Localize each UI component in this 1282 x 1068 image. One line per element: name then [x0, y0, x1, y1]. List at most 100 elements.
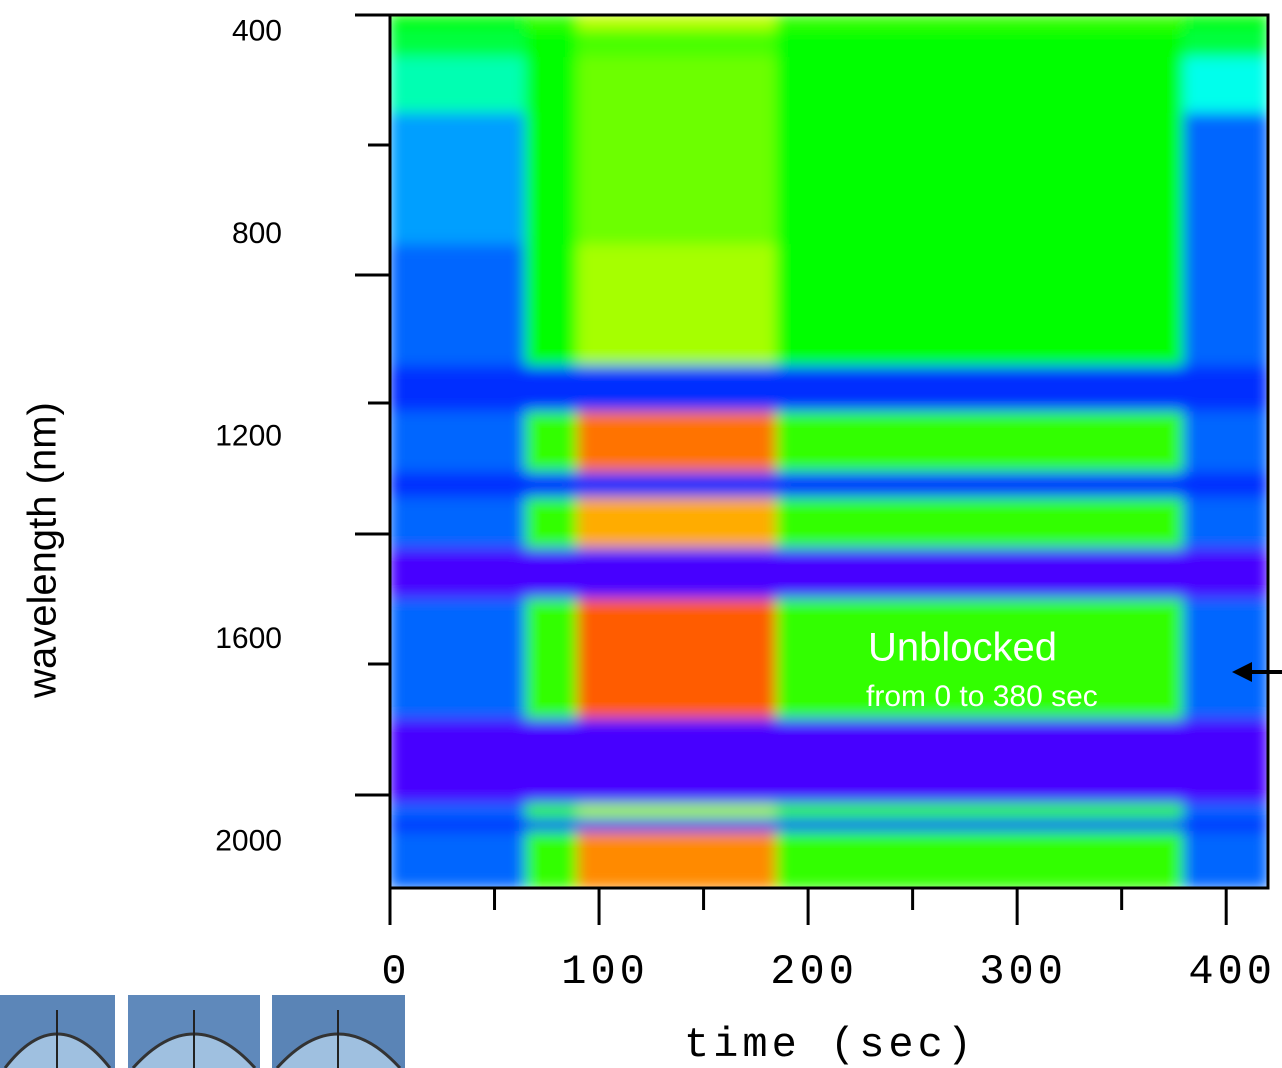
heatmap-cell [524, 803, 580, 821]
heatmap-cell [775, 365, 1186, 414]
heatmap-cell [524, 598, 580, 721]
heatmap-cell [775, 831, 1186, 888]
y-tick-label: 2000 [215, 824, 282, 857]
y-tick-label: 1600 [215, 622, 282, 655]
heatmap-cell [577, 497, 747, 550]
annotation: Unblocked [868, 626, 1057, 670]
heatmap-cell [577, 244, 747, 368]
y-tick-label: 1200 [215, 420, 282, 453]
heatmap-cell [775, 244, 1186, 368]
heatmap-cell [1183, 57, 1268, 115]
heatmap-cell [1183, 365, 1268, 414]
heatmap-cell [775, 411, 1186, 475]
heatmap-cell [524, 547, 580, 601]
y-tick-label: 800 [232, 217, 282, 250]
heatmap-cell [577, 547, 747, 601]
heatmap-cell [390, 244, 527, 368]
heatmap-cell [524, 818, 580, 834]
heatmap-cell [744, 244, 778, 368]
x-tick-label: 300 [979, 948, 1067, 996]
heatmap-cell [744, 803, 778, 821]
x-tick-label: 400 [1188, 948, 1276, 996]
heatmap-cell [775, 57, 1186, 115]
sky-photos [0, 995, 405, 1068]
heatmap-cell [577, 112, 747, 247]
heatmap-cell [744, 15, 778, 32]
heatmap-cell [1183, 15, 1268, 32]
heatmap-cell [524, 497, 580, 550]
heatmap-cell [390, 547, 527, 601]
heatmap-cell [524, 718, 580, 806]
heatmap-cell [1183, 818, 1268, 834]
heatmap-cell [524, 365, 580, 414]
heatmap-cell [1183, 598, 1268, 721]
heatmap-cell [390, 472, 527, 500]
heatmap-cell [524, 472, 580, 500]
heatmap-cell [775, 112, 1186, 247]
heatmap-cell [577, 831, 747, 888]
heatmap-cell [775, 29, 1186, 60]
heatmap-cell [744, 112, 778, 247]
heatmap-cell [1183, 112, 1268, 247]
heatmap-cell [390, 112, 527, 247]
heatmap-cell [577, 15, 747, 32]
y-tick-label: 400 [232, 15, 282, 48]
heatmap-cell [744, 472, 778, 500]
heatmap-cell [744, 547, 778, 601]
heatmap-cell [390, 818, 527, 834]
heatmap [390, 15, 1268, 888]
heatmap-cell [390, 15, 527, 32]
arrow [1232, 662, 1282, 682]
heatmap-cell [744, 365, 778, 414]
heatmap-cell [1183, 831, 1268, 888]
heatmap-cell [744, 831, 778, 888]
x-axis-label: time (sec) [684, 1021, 976, 1068]
heatmap-cell [1183, 803, 1268, 821]
heatmap-cell [390, 411, 527, 475]
heatmap-cell [524, 57, 580, 115]
heatmap-cell [1183, 244, 1268, 368]
annotation: from 0 to 380 sec [866, 680, 1098, 713]
heatmap-cell [775, 15, 1186, 32]
heatmap-cell [524, 15, 580, 32]
heatmap-cell [390, 598, 527, 721]
heatmap-cell [775, 803, 1186, 821]
heatmap-cell [1183, 547, 1268, 601]
heatmap-cell [390, 718, 527, 806]
heatmap-cell [524, 29, 580, 60]
heatmap-cell [775, 472, 1186, 500]
heatmap-cell [775, 818, 1186, 834]
x-tick-label: 200 [770, 948, 858, 996]
heatmap-cell [577, 803, 747, 821]
heatmap-cell [1183, 718, 1268, 806]
heatmap-cell [744, 598, 778, 721]
y-tick-marks [355, 13, 390, 797]
x-tick-label: 0 [381, 948, 410, 996]
heatmap-cell [390, 831, 527, 888]
heatmap-cell [1183, 411, 1268, 475]
heatmap-cell [390, 497, 527, 550]
heatmap-cell [577, 818, 747, 834]
heatmap-cell [390, 365, 527, 414]
heatmap-cell [775, 718, 1186, 806]
heatmap-cell [744, 718, 778, 806]
heatmap-cell [744, 57, 778, 115]
heatmap-cell [577, 57, 747, 115]
heatmap-cell [775, 598, 1186, 721]
x-tick-label: 100 [561, 948, 649, 996]
heatmap-cell [524, 831, 580, 888]
heatmap-cell [744, 818, 778, 834]
heatmap-cell [577, 718, 747, 806]
heatmap-cell [390, 29, 527, 60]
heatmap-cell [577, 472, 747, 500]
heatmap-cell [524, 244, 580, 368]
plot-frame [388, 13, 1270, 890]
heatmap-cell [577, 411, 747, 475]
heatmap-cell [390, 57, 527, 115]
heatmap-cell [577, 29, 747, 60]
heatmap-cell [744, 29, 778, 60]
heatmap-cell [744, 497, 778, 550]
heatmap-cell [1183, 472, 1268, 500]
heatmap-cell [775, 547, 1186, 601]
